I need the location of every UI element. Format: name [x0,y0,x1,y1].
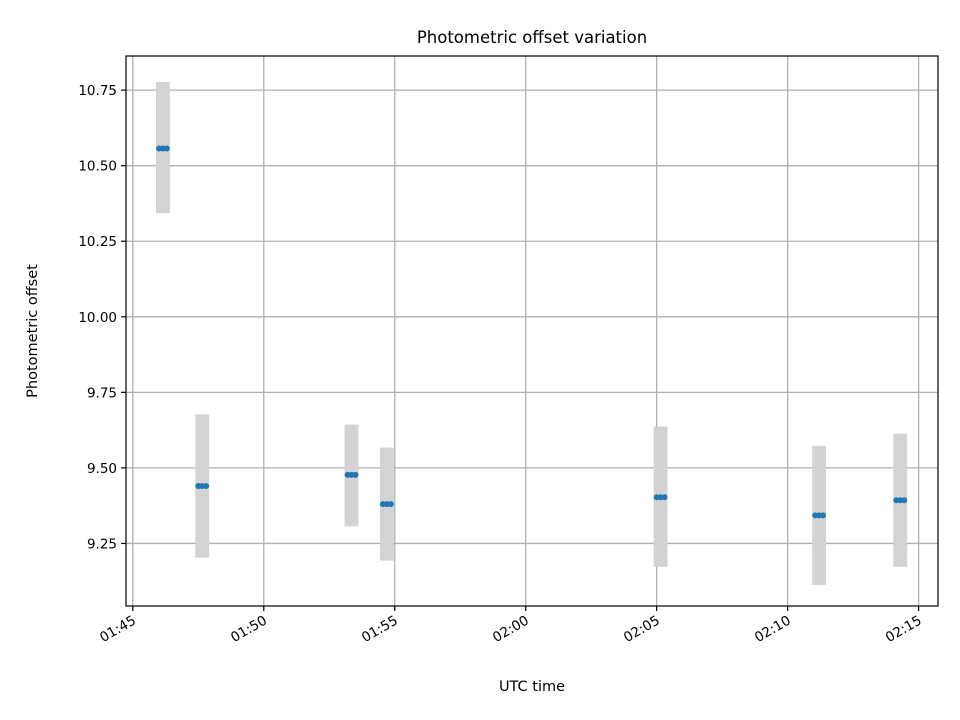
y-tick-label: 10.25 [78,234,117,250]
grid-lines [126,56,938,606]
y-tick-label: 9.75 [87,385,117,401]
y-tick-label: 10.50 [78,159,117,175]
y-axis-label: Photometric offset [25,264,41,398]
data-points [156,145,908,519]
x-axis-label: UTC time [499,679,565,695]
y-tick-label: 10.75 [78,83,117,99]
y-tick-label: 9.50 [87,461,117,477]
plot-background [126,56,938,606]
data-point [203,483,210,490]
y-tick-label: 10.00 [78,310,117,326]
data-point [352,471,359,478]
data-point [387,501,394,508]
plot-frame [125,55,939,607]
y-tick-label: 9.25 [87,536,117,552]
data-point [901,497,908,504]
data-point [163,145,170,152]
data-point [661,494,668,501]
y-axis-ticks: 9.25 9.50 9.75 10.00 10.25 10.50 10.75 [78,83,126,552]
data-point [820,512,827,519]
chart-title: Photometric offset variation [417,28,647,47]
